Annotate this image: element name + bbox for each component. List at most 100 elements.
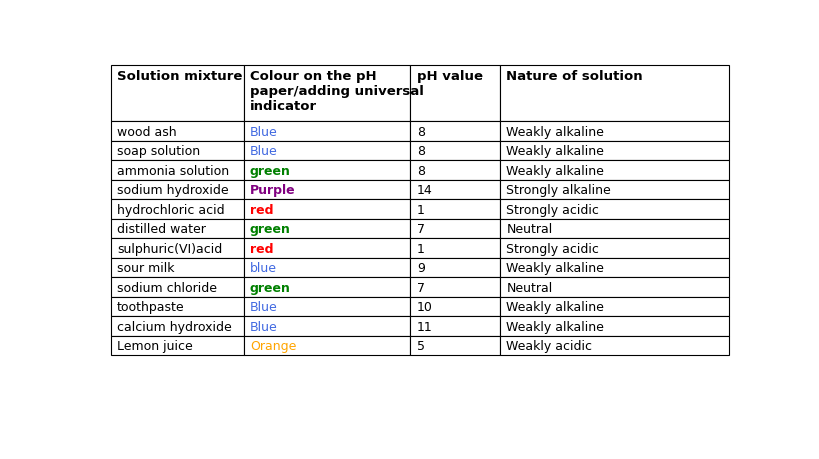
Bar (410, 239, 500, 258)
Text: sulphuric(VI)acid: sulphuric(VI)acid (117, 242, 222, 255)
Text: 8: 8 (417, 145, 425, 158)
Bar (410, 142, 500, 161)
Text: Strongly acidic: Strongly acidic (506, 242, 600, 255)
Bar (500, 258, 729, 278)
Text: Weakly alkaline: Weakly alkaline (506, 320, 604, 333)
Bar (410, 317, 500, 336)
Text: hydrochloric acid: hydrochloric acid (117, 203, 224, 216)
Text: Neutral: Neutral (506, 281, 553, 294)
Bar (243, 336, 410, 355)
Bar (243, 161, 410, 180)
Bar (111, 258, 243, 278)
Text: Blue: Blue (250, 125, 278, 139)
Text: Weakly alkaline: Weakly alkaline (506, 145, 604, 158)
Text: Weakly alkaline: Weakly alkaline (506, 262, 604, 274)
Bar (243, 200, 410, 219)
Text: red: red (250, 242, 274, 255)
Bar (111, 239, 243, 258)
Text: green: green (250, 164, 291, 177)
Text: calcium hydroxide: calcium hydroxide (117, 320, 232, 333)
Text: Lemon juice: Lemon juice (117, 339, 192, 352)
Text: Weakly alkaline: Weakly alkaline (506, 125, 604, 139)
Bar (410, 180, 500, 200)
Text: Solution mixture: Solution mixture (117, 70, 242, 83)
Bar (111, 66, 243, 122)
Bar (410, 258, 500, 278)
Text: Blue: Blue (250, 300, 278, 313)
Text: soap solution: soap solution (117, 145, 200, 158)
Bar (410, 219, 500, 239)
Bar (111, 142, 243, 161)
Bar (243, 297, 410, 317)
Bar (243, 317, 410, 336)
Text: Nature of solution: Nature of solution (506, 70, 643, 83)
Bar (500, 122, 729, 142)
Bar (111, 122, 243, 142)
Bar (410, 200, 500, 219)
Bar (410, 122, 500, 142)
Text: Neutral: Neutral (506, 223, 553, 235)
Text: green: green (250, 223, 291, 235)
Text: 7: 7 (417, 281, 425, 294)
Bar (111, 200, 243, 219)
Bar (500, 297, 729, 317)
Bar (243, 122, 410, 142)
Text: Blue: Blue (250, 145, 278, 158)
Text: 10: 10 (417, 300, 432, 313)
Text: blue: blue (250, 262, 277, 274)
Text: Strongly acidic: Strongly acidic (506, 203, 600, 216)
Text: 8: 8 (417, 125, 425, 139)
Text: red: red (250, 203, 274, 216)
Bar (111, 297, 243, 317)
Bar (243, 239, 410, 258)
Bar (500, 278, 729, 297)
Text: 7: 7 (417, 223, 425, 235)
Text: 1: 1 (417, 242, 425, 255)
Text: Blue: Blue (250, 320, 278, 333)
Text: Purple: Purple (250, 184, 296, 197)
Bar (410, 297, 500, 317)
Text: distilled water: distilled water (117, 223, 206, 235)
Bar (410, 278, 500, 297)
Text: 9: 9 (417, 262, 425, 274)
Text: Colour on the pH
paper/adding universal
indicator: Colour on the pH paper/adding universal … (250, 70, 423, 113)
Bar (111, 161, 243, 180)
Text: 11: 11 (417, 320, 432, 333)
Text: sodium chloride: sodium chloride (117, 281, 217, 294)
Bar (243, 278, 410, 297)
Text: wood ash: wood ash (117, 125, 177, 139)
Bar (500, 219, 729, 239)
Text: toothpaste: toothpaste (117, 300, 184, 313)
Bar (410, 66, 500, 122)
Text: Strongly alkaline: Strongly alkaline (506, 184, 611, 197)
Text: Weakly alkaline: Weakly alkaline (506, 300, 604, 313)
Text: 1: 1 (417, 203, 425, 216)
Bar (243, 258, 410, 278)
Bar (243, 219, 410, 239)
Bar (243, 142, 410, 161)
Bar (500, 66, 729, 122)
Bar (410, 161, 500, 180)
Text: sodium hydroxide: sodium hydroxide (117, 184, 229, 197)
Bar (111, 317, 243, 336)
Bar (500, 180, 729, 200)
Bar (243, 180, 410, 200)
Bar (500, 161, 729, 180)
Text: Weakly acidic: Weakly acidic (506, 339, 592, 352)
Bar (111, 219, 243, 239)
Text: 5: 5 (417, 339, 425, 352)
Text: 8: 8 (417, 164, 425, 177)
Bar (410, 336, 500, 355)
Text: Weakly alkaline: Weakly alkaline (506, 164, 604, 177)
Text: green: green (250, 281, 291, 294)
Bar (500, 142, 729, 161)
Bar (500, 200, 729, 219)
Bar (500, 317, 729, 336)
Bar (500, 336, 729, 355)
Text: ammonia solution: ammonia solution (117, 164, 229, 177)
Bar (111, 180, 243, 200)
Bar (243, 66, 410, 122)
Text: sour milk: sour milk (117, 262, 174, 274)
Bar (500, 239, 729, 258)
Bar (111, 336, 243, 355)
